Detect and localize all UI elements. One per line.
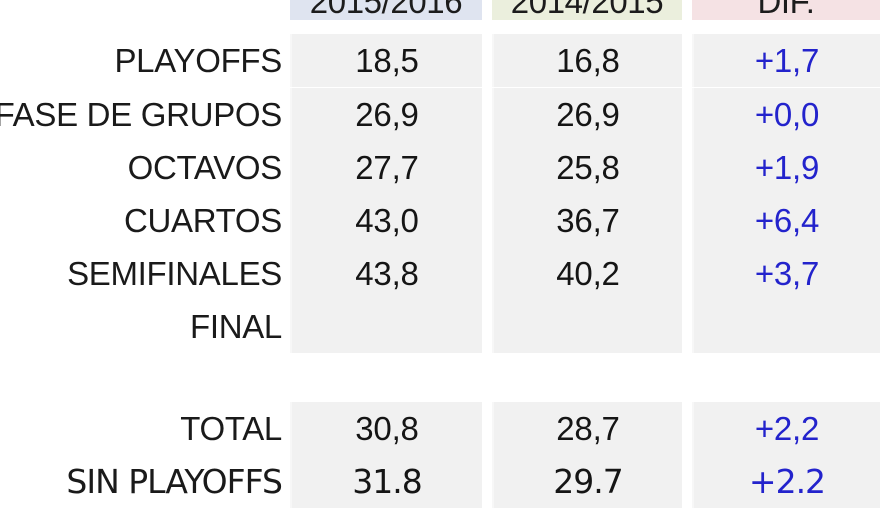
table-row[interactable]: OCTAVOS 27,7 25,8 +1,9 xyxy=(0,141,880,194)
cell-2015-2016[interactable]: 31.8 xyxy=(290,455,482,508)
row-label: FINAL xyxy=(189,307,282,345)
cell-value: +0,0 xyxy=(754,96,820,133)
table-row-sin-playoffs[interactable]: SIN PLAYOFFS 31.8 29.7 +2.2 xyxy=(0,455,880,508)
cell-value: 30,8 xyxy=(355,410,419,447)
cell-2014-2015[interactable]: 26,9 xyxy=(492,88,682,141)
cell-2015-2016[interactable]: 26,9 xyxy=(290,88,482,141)
table-row[interactable]: FASE DE GRUPOS 26,9 26,9 +0,0 xyxy=(0,88,880,141)
cell-dif[interactable]: +2.2 xyxy=(692,455,880,508)
row-label: FASE DE GRUPOS xyxy=(0,95,282,133)
table-row-total[interactable]: TOTAL 30,8 28,7 +2,2 xyxy=(0,402,880,455)
row-label: SEMIFINALES xyxy=(67,254,282,292)
cell-value: 26,9 xyxy=(355,96,419,133)
cell-value: 36,7 xyxy=(556,202,620,239)
cell-2014-2015[interactable]: 25,8 xyxy=(492,141,682,194)
table-row[interactable]: PLAYOFFS 18,5 16,8 +1,7 xyxy=(0,34,880,87)
cell-2014-2015[interactable]: 40,2 xyxy=(492,247,682,300)
cell-value: +2.2 xyxy=(748,462,826,501)
cell-value: +1,9 xyxy=(754,149,820,186)
cell-value: 31.8 xyxy=(352,462,422,501)
cell-value: 18,5 xyxy=(355,42,419,79)
cell-value: +6,4 xyxy=(754,202,820,239)
table-header-row: 2015/2016 2014/2015 DIF. xyxy=(0,0,880,20)
table-row[interactable]: SEMIFINALES 43,8 40,2 +3,7 xyxy=(0,247,880,300)
table-row[interactable]: CUARTOS 43,0 36,7 +6,4 xyxy=(0,194,880,247)
cell-2015-2016[interactable]: 18,5 xyxy=(290,34,482,87)
row-label: CUARTOS xyxy=(123,201,282,239)
cell-value: 40,2 xyxy=(556,255,620,292)
cell-value: +1,7 xyxy=(754,42,820,79)
table-row[interactable]: FINAL xyxy=(0,300,880,353)
cell-value: 27,7 xyxy=(355,149,419,186)
header-label-2014-2015: 2014/2015 xyxy=(510,0,664,20)
row-label: OCTAVOS xyxy=(127,148,283,186)
cell-2014-2015[interactable]: 16,8 xyxy=(492,34,682,87)
cell-2014-2015[interactable]: 28,7 xyxy=(492,402,682,455)
header-cell-2015-2016[interactable]: 2015/2016 xyxy=(290,0,482,20)
cell-value: +2,2 xyxy=(754,410,820,447)
cell-2015-2016[interactable] xyxy=(290,300,482,353)
cell-2014-2015[interactable]: 36,7 xyxy=(492,194,682,247)
cell-value: 29.7 xyxy=(553,462,623,501)
header-cell-dif[interactable]: DIF. xyxy=(692,0,880,20)
cell-2015-2016[interactable]: 43,8 xyxy=(290,247,482,300)
row-label: SIN PLAYOFFS xyxy=(66,462,283,501)
row-label: TOTAL xyxy=(180,409,282,447)
cell-value: +3,7 xyxy=(754,255,820,292)
cell-2014-2015[interactable]: 29.7 xyxy=(492,455,682,508)
header-label-2015-2016: 2015/2016 xyxy=(309,0,463,20)
cell-value: 16,8 xyxy=(556,42,620,79)
cell-dif[interactable]: +2,2 xyxy=(692,402,880,455)
cell-2015-2016[interactable]: 27,7 xyxy=(290,141,482,194)
cell-value: 26,9 xyxy=(556,96,620,133)
cell-value: 43,0 xyxy=(355,202,419,239)
cell-dif[interactable]: +6,4 xyxy=(692,194,880,247)
cell-dif[interactable]: +1,7 xyxy=(692,34,880,87)
cell-dif[interactable]: +0,0 xyxy=(692,88,880,141)
header-cell-2014-2015[interactable]: 2014/2015 xyxy=(492,0,682,20)
cell-dif[interactable] xyxy=(692,300,880,353)
cell-2014-2015[interactable] xyxy=(492,300,682,353)
cell-value: 25,8 xyxy=(556,149,620,186)
row-label: PLAYOFFS xyxy=(114,41,282,79)
header-label-dif: DIF. xyxy=(757,0,815,20)
cell-value: 28,7 xyxy=(556,410,620,447)
spacer-row xyxy=(0,353,880,406)
cell-2015-2016[interactable]: 30,8 xyxy=(290,402,482,455)
cell-dif[interactable]: +1,9 xyxy=(692,141,880,194)
cell-dif[interactable]: +3,7 xyxy=(692,247,880,300)
cell-2015-2016[interactable]: 43,0 xyxy=(290,194,482,247)
cell-value: 43,8 xyxy=(355,255,419,292)
